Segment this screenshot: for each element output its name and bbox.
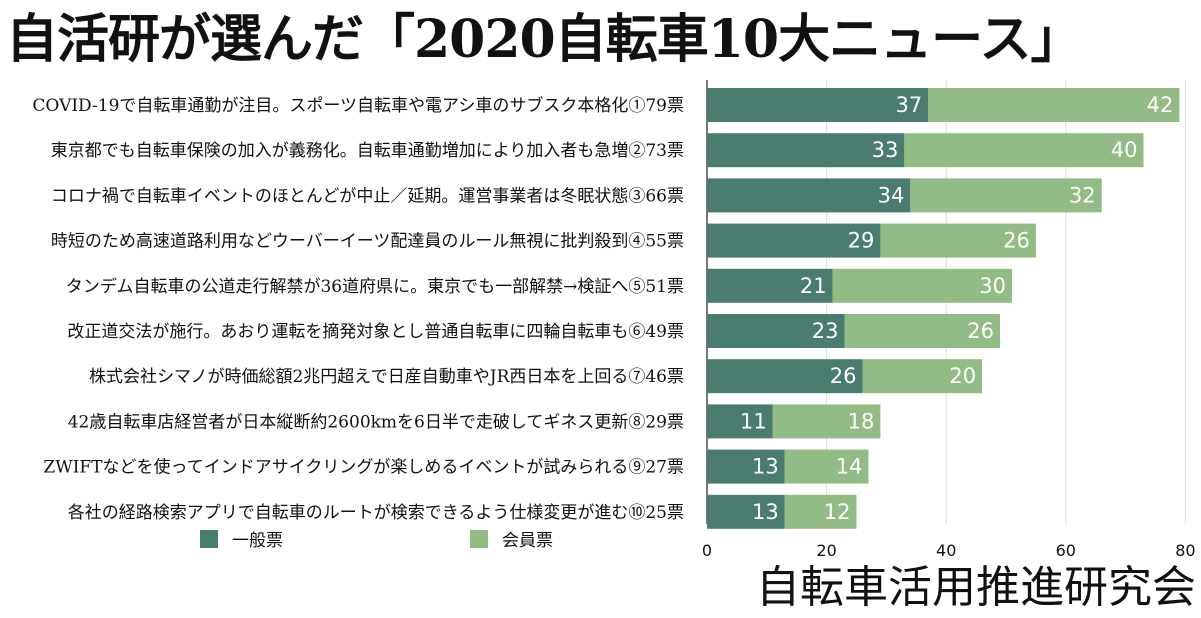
chart-title: 自活研が選んだ「2020自転車10大ニュース」 <box>6 9 1083 70</box>
category-label: 42歳自転車店経営者が日本縦断約2600kmを6日半で走破してギネス更新⑧29票 <box>68 412 684 432</box>
bar-general <box>707 178 911 213</box>
legend-label-member: 会員票 <box>502 531 553 551</box>
category-label: 時短のため高速道路利用などウーバーイーツ配達員のルール無視に批判殺到④55票 <box>51 232 684 252</box>
bar-value-general: 26 <box>830 364 857 388</box>
x-tick-label: 80 <box>1175 541 1195 560</box>
bar-value-member: 26 <box>1003 229 1030 253</box>
bar-general <box>707 88 929 122</box>
bar-value-member: 18 <box>848 409 875 433</box>
bar-value-member: 42 <box>1147 93 1174 117</box>
bar-value-member: 32 <box>1069 183 1096 207</box>
bar-value-general: 11 <box>740 409 767 433</box>
bar-member <box>910 178 1102 213</box>
bar-value-member: 40 <box>1111 138 1138 162</box>
bar-value-general: 33 <box>872 138 899 162</box>
bar-general <box>707 404 773 439</box>
bar-value-member: 20 <box>949 364 976 388</box>
x-tick-label: 40 <box>936 541 956 560</box>
bar-member <box>862 359 983 394</box>
bar-value-member: 26 <box>967 319 994 343</box>
category-label: 株式会社シマノが時価総額2兆円超えで日産自動車やJR西日本を上回る⑦46票 <box>89 367 684 387</box>
bar-value-general: 23 <box>812 319 839 343</box>
bar-general <box>707 494 785 529</box>
bar-value-member: 14 <box>836 455 863 479</box>
bar-value-general: 29 <box>848 229 875 253</box>
category-label: 各社の経路検索アプリで自転車のルートが検索できるよう仕様変更が進む⑩25票 <box>68 503 684 523</box>
bar-member <box>784 449 869 484</box>
bar-member <box>928 88 1180 122</box>
bar-member <box>772 404 881 439</box>
category-label: 東京都でも自転車保険の加入が義務化。自転車通勤増加により加入者も急増②73票 <box>51 141 684 161</box>
bar-general <box>707 133 905 168</box>
x-axis-ticks: 0 20 40 60 80 <box>702 541 1196 560</box>
category-labels: COVID-19で自転車通勤が注目。スポーツ自転車や電アシ車のサブスク本格化①7… <box>32 95 684 523</box>
legend-item-general: 一般票 <box>200 526 283 551</box>
legend-label-general: 一般票 <box>232 531 283 551</box>
bar-member <box>832 268 1012 303</box>
bar-value-member: 12 <box>824 500 851 524</box>
bar-value-general: 21 <box>800 274 827 298</box>
bar-value-general: 13 <box>752 500 779 524</box>
bar-value-general: 37 <box>896 93 923 117</box>
category-label: 改正道交法が施行。あおり運転を摘発対象とし普通自転車に四輪自転車も⑥49票 <box>67 322 684 342</box>
bar-general <box>707 314 845 348</box>
bars: 37 42 33 40 34 32 29 26 21 30 23 26 26 20 11 18 13 14 13 12 <box>707 88 1180 529</box>
bar-value-general: 13 <box>752 455 779 479</box>
bar-value-general: 34 <box>878 183 905 207</box>
x-tick-label: 0 <box>702 541 712 560</box>
organization-name: 自転車活用推進研究会 <box>756 562 1196 613</box>
legend-swatch-general <box>200 529 218 548</box>
bar-general <box>707 223 881 258</box>
category-label: コロナ禍で自転車イベントのほとんどが中止／延期。運営事業者は冬眠状態③66票 <box>51 186 684 206</box>
bar-member <box>904 133 1144 168</box>
bar-general <box>707 449 785 484</box>
category-label: COVID-19で自転車通勤が注目。スポーツ自転車や電アシ車のサブスク本格化①7… <box>32 95 684 116</box>
bar-general <box>707 359 863 394</box>
bar-member <box>880 223 1036 258</box>
bar-member <box>844 314 1001 348</box>
bar-general <box>707 268 833 303</box>
legend-item-member: 会員票 <box>470 526 553 551</box>
x-tick-label: 20 <box>816 541 836 560</box>
legend-swatch-member <box>470 529 488 548</box>
x-tick-label: 60 <box>1056 541 1076 560</box>
category-label: タンデム自転車の公道走行解禁が36道府県に。東京でも一部解禁→検証へ⑤51票 <box>66 276 684 297</box>
bar-member <box>784 494 857 529</box>
category-label: ZWIFTなどを使ってインドアサイクリングが楽しめるイベントが試みられる⑨27票 <box>43 457 684 478</box>
bar-value-member: 30 <box>979 274 1006 298</box>
